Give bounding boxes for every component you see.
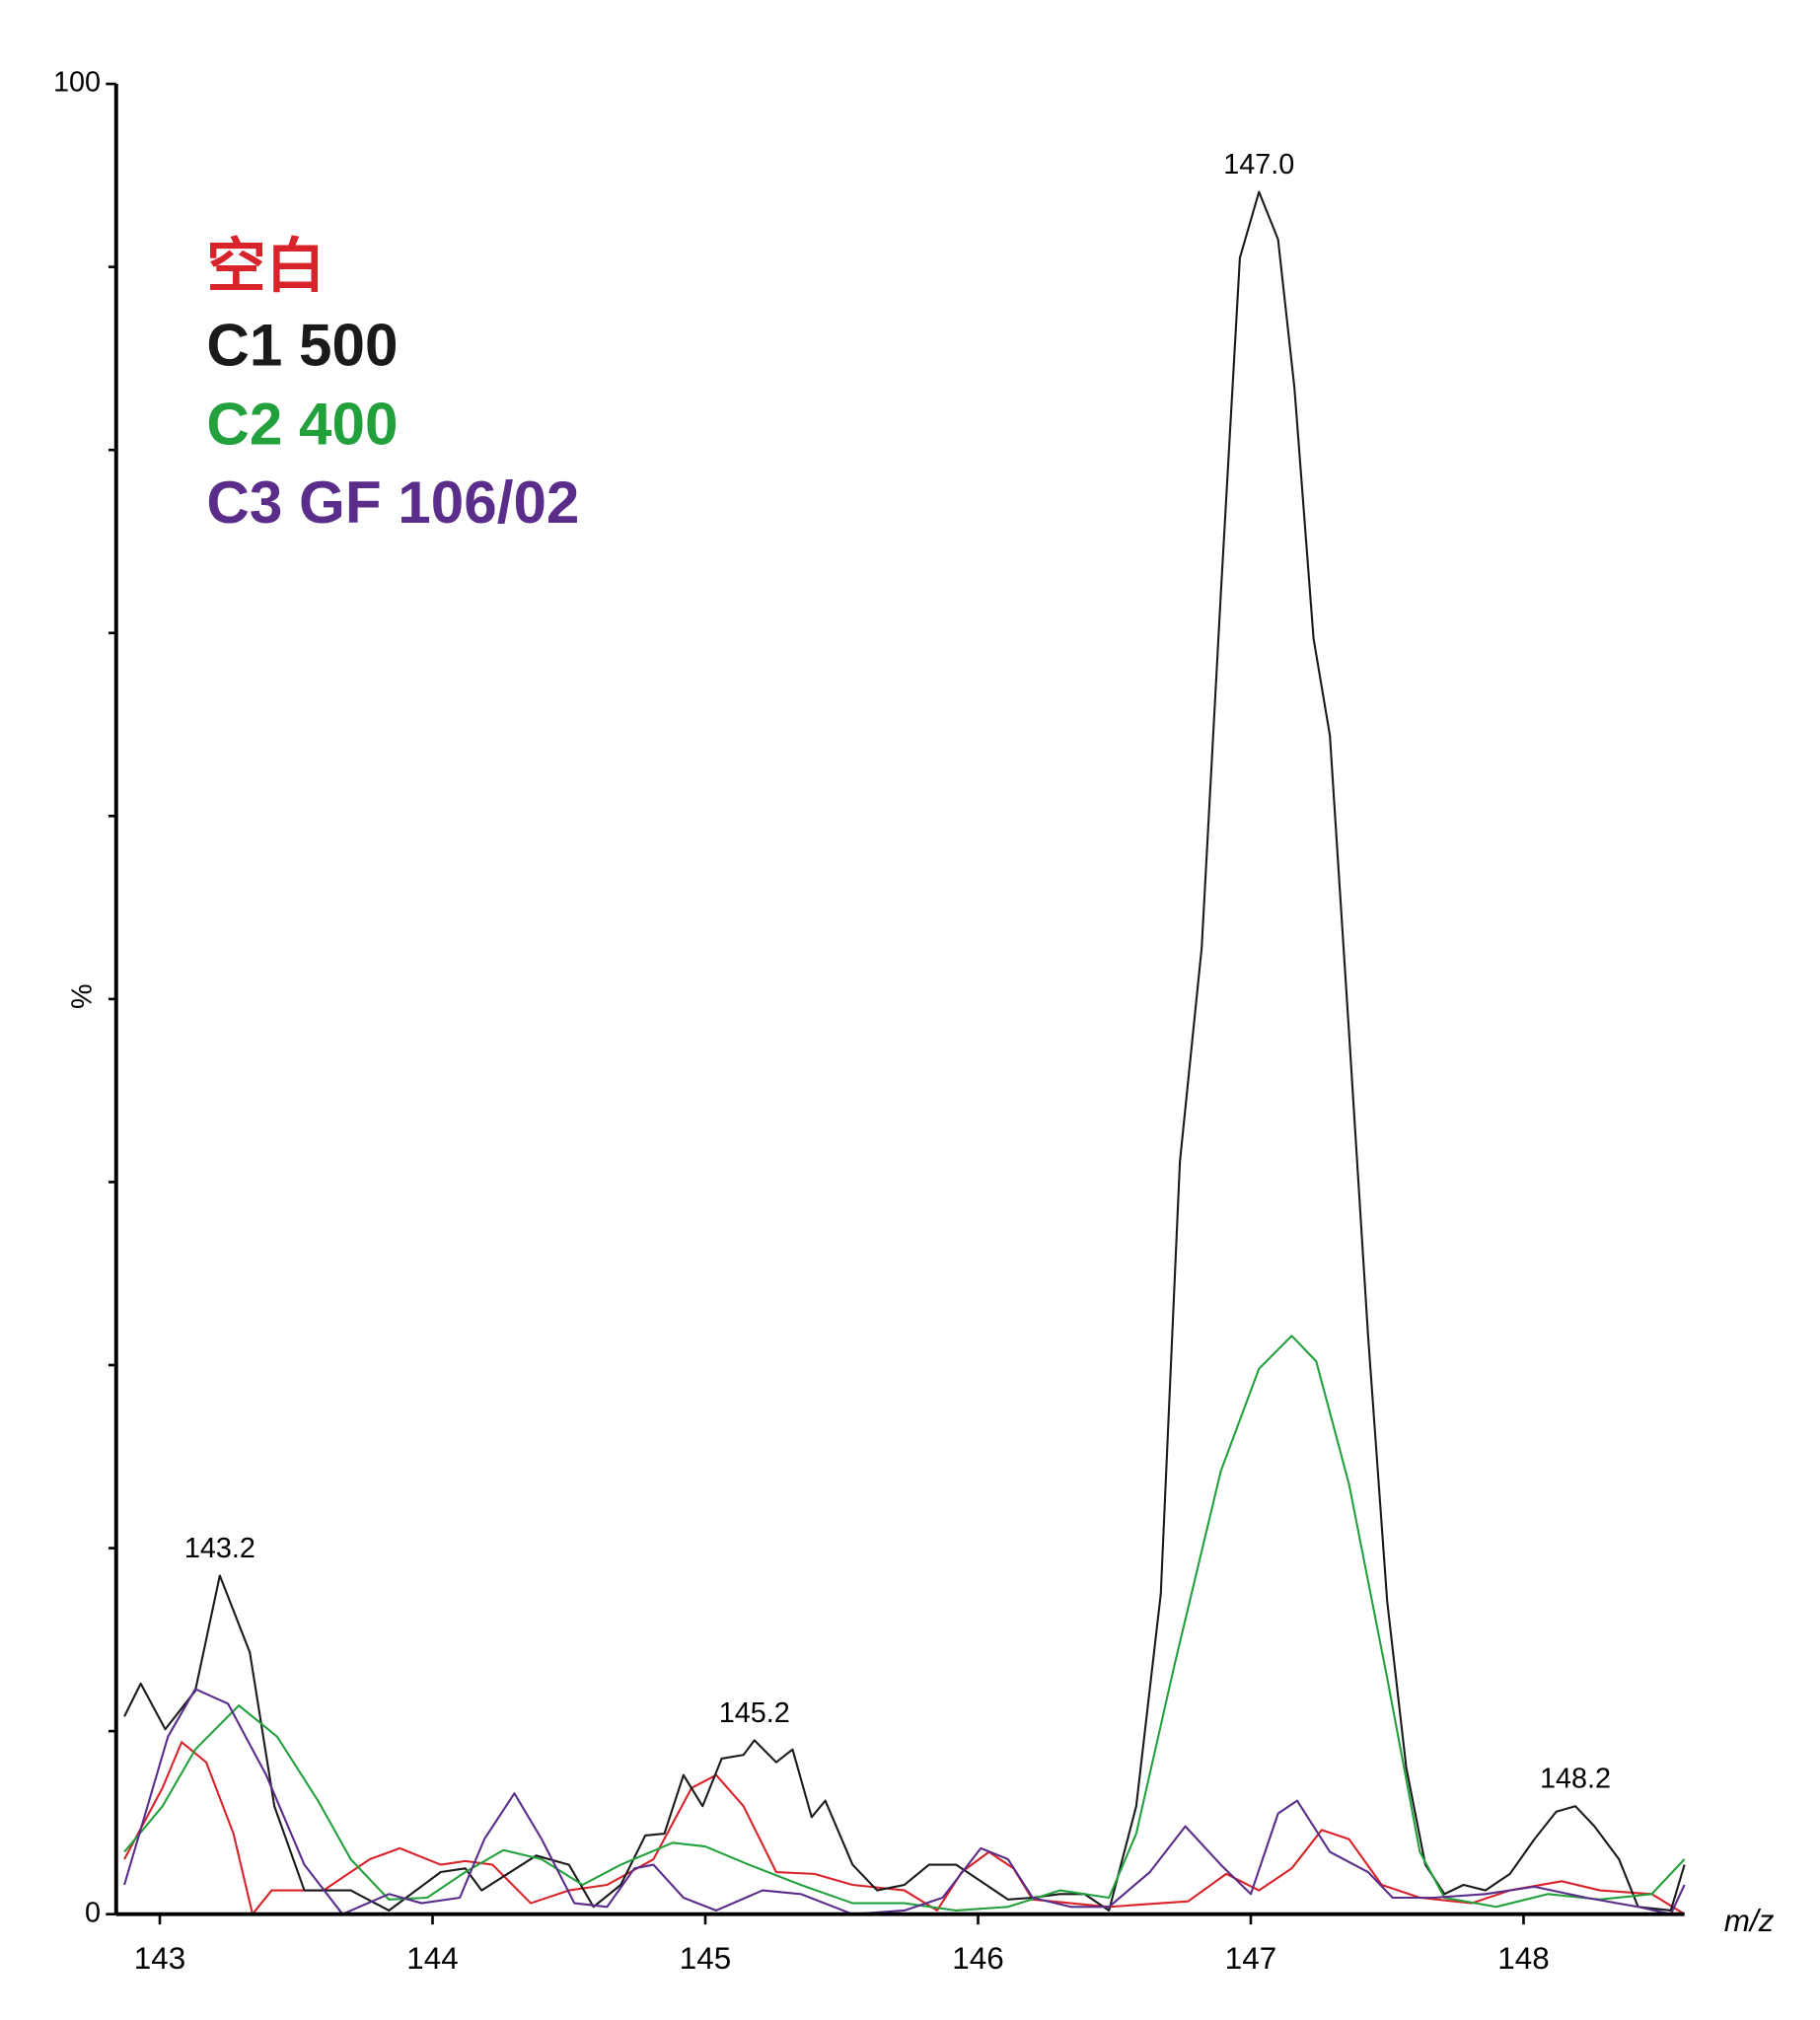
x-axis-label: m/z [1724,1904,1775,1938]
peak-label: 145.2 [719,1697,790,1729]
peak-label: 148.2 [1540,1764,1611,1795]
x-tick-label: 145 [680,1941,731,1976]
y-tick-label: 0 [85,1897,101,1928]
x-tick-label: 144 [406,1941,458,1976]
x-tick-label: 143 [134,1941,185,1976]
legend-entry: C3 GF 106/02 [206,469,579,536]
x-tick-label: 148 [1497,1941,1549,1976]
y-tick-label: 100 [53,67,101,99]
x-tick-label: 146 [952,1941,1003,1976]
peak-label: 143.2 [184,1533,255,1564]
legend-entry: 空白 [206,234,325,300]
legend-entry: C1 500 [206,313,398,379]
series-line [123,1741,1686,1915]
x-tick-label: 147 [1225,1941,1276,1976]
peak-label: 147.0 [1223,149,1294,180]
series-line [123,190,1686,1912]
y-axis-label: % [67,983,99,1009]
series-line [123,1688,1686,1915]
series-line [123,1335,1686,1912]
legend-entry: C2 400 [206,391,398,457]
